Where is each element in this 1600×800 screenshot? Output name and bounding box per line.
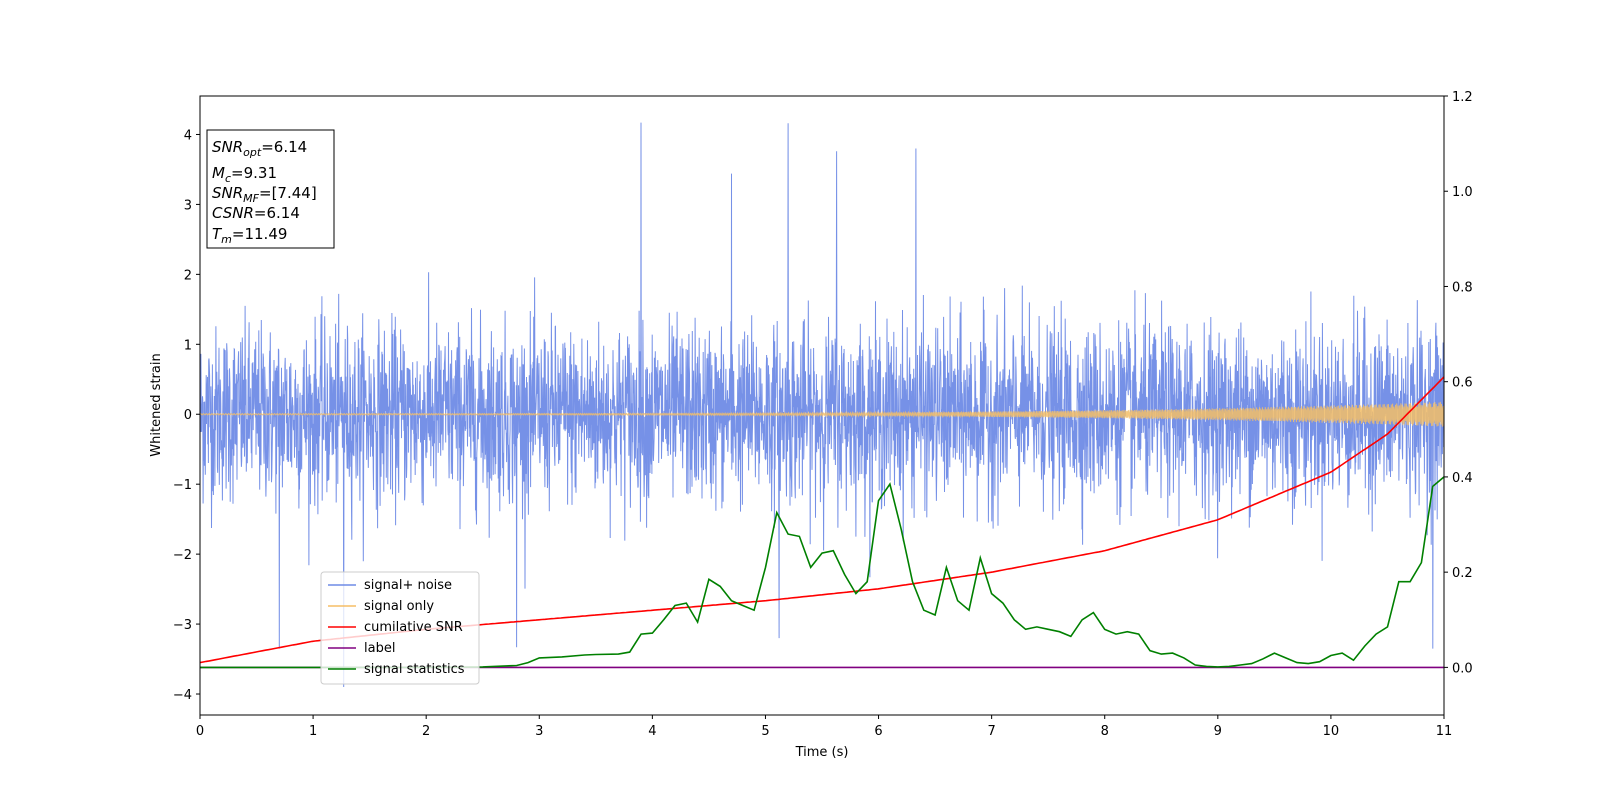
legend-label-cumulative-snr: cumilative SNR [364,620,463,635]
y-left-tick-label: 4 [184,128,192,143]
y-axis-right: 0.0 0.2 0.4 0.6 0.8 1.0 1.2 [1444,90,1473,676]
y-axis-label: Whitened strain [149,353,164,456]
y-right-tick-label: 0.6 [1452,376,1473,391]
legend-label-signal-only: signal only [364,599,434,614]
info-tm: Tm=11.49 [212,225,287,246]
y-axis-left: 4 3 2 1 0 −1 −2 −3 −4 [173,128,200,703]
x-axis-label: Time (s) [795,745,849,760]
x-tick-label: 4 [648,724,656,739]
legend-label-label: label [364,641,395,656]
info-mc: Mc=9.31 [212,164,277,185]
x-tick-label: 7 [987,724,995,739]
info-box-frame [206,129,335,249]
y-left-tick-label: 1 [184,338,192,353]
y-left-tick-label: −3 [173,618,192,633]
y-right-tick-label: 0.8 [1452,280,1473,295]
y-right-tick-label: 0.0 [1452,661,1473,676]
legend-label-signal-statistics: signal statistics [364,662,465,677]
y-right-tick-label: 1.2 [1452,90,1473,105]
y-right-tick-label: 0.4 [1452,471,1473,486]
x-tick-label: 5 [761,724,769,739]
x-tick-label: 2 [422,724,430,739]
x-tick-label: 10 [1323,724,1340,739]
y-right-tick-label: 0.2 [1452,566,1473,581]
info-box: SNRopt=6.14 Mc=9.31 SNRMF=[7.44] CSNR=6.… [206,129,335,249]
y-left-tick-label: 0 [184,408,192,423]
series-signal-statistics [200,476,1444,669]
legend-label-signal-noise: signal+ noise [364,578,452,593]
info-csnr: CSNR=6.14 [212,204,300,222]
y-left-tick-label: −4 [173,688,192,703]
x-tick-label: 8 [1101,724,1109,739]
info-snr-opt: SNRopt=6.14 [212,138,307,159]
x-tick-label: 1 [309,724,317,739]
y-left-tick-label: 2 [184,268,192,283]
y-left-tick-label: 3 [184,198,192,213]
y-left-tick-label: −1 [173,478,192,493]
plot-frame [199,95,1445,716]
x-tick-label: 0 [196,724,204,739]
x-tick-label: 9 [1214,724,1222,739]
legend: signal+ noise signal only cumilative SNR… [320,571,480,685]
info-snr-mf: SNRMF=[7.44] [212,184,317,205]
y-left-tick-label: −2 [173,548,192,563]
x-axis: 0 1 2 3 4 5 6 7 8 9 10 11 [196,715,1452,739]
x-tick-label: 6 [874,724,882,739]
x-tick-label: 11 [1436,724,1453,739]
legend-frame [320,571,480,685]
series-signal-only [200,401,1444,427]
y-right-tick-label: 1.0 [1452,185,1473,200]
x-tick-label: 3 [535,724,543,739]
